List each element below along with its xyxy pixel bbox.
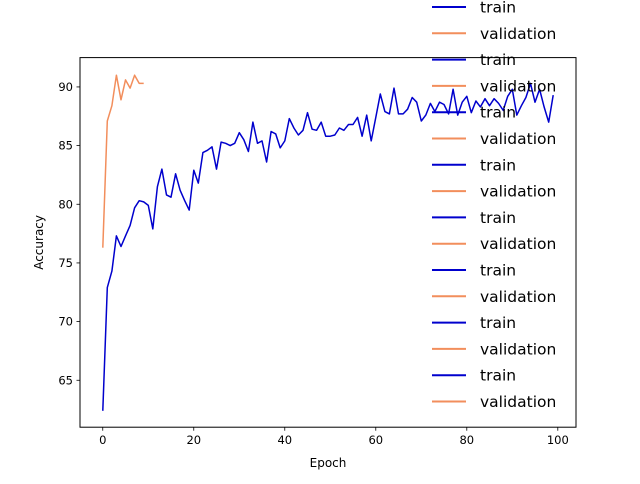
y-tick-label: 80 xyxy=(58,197,73,211)
y-axis-label: Accuracy xyxy=(32,215,46,270)
legend-label-validation: validation xyxy=(480,25,556,43)
legend-label-train: train xyxy=(480,367,516,385)
legend-label-validation: validation xyxy=(480,288,556,306)
x-tick-label: 80 xyxy=(459,433,474,447)
legend-label-train: train xyxy=(480,0,516,17)
x-tick-label: 100 xyxy=(547,433,569,447)
y-tick-label: 85 xyxy=(58,139,73,153)
legend-label-train: train xyxy=(480,51,516,69)
legend-label-validation: validation xyxy=(480,130,556,148)
legend-label-train: train xyxy=(480,262,516,280)
y-tick-label: 70 xyxy=(58,315,73,329)
x-tick-label: 20 xyxy=(186,433,201,447)
legend-label-validation: validation xyxy=(480,393,556,411)
plot-frame xyxy=(79,57,577,428)
x-tick-label: 0 xyxy=(99,433,106,447)
legend-label-validation: validation xyxy=(480,77,556,95)
x-tick-label: 60 xyxy=(368,433,383,447)
x-axis-label: Epoch xyxy=(310,456,347,470)
legend-label-validation: validation xyxy=(480,235,556,253)
y-axis-ticks: 65 70 75 80 85 90 xyxy=(58,80,80,387)
x-tick-label: 40 xyxy=(277,433,292,447)
legend-label-train: train xyxy=(480,104,516,122)
series-layer xyxy=(102,74,554,411)
y-tick-label: 90 xyxy=(58,80,73,94)
legend-label-validation: validation xyxy=(480,340,556,358)
y-tick-label: 65 xyxy=(58,373,73,387)
legend-label-train: train xyxy=(480,209,516,227)
series-line-validation xyxy=(102,74,144,248)
x-axis-ticks: 0 20 40 60 80 100 xyxy=(99,427,569,447)
legend: train validation train validation train valid… xyxy=(432,0,556,411)
legend-label-validation: validation xyxy=(480,183,556,201)
legend-label-train: train xyxy=(480,314,516,332)
series-line-train xyxy=(102,82,554,411)
y-tick-label: 75 xyxy=(58,256,73,270)
legend-label-train: train xyxy=(480,156,516,174)
